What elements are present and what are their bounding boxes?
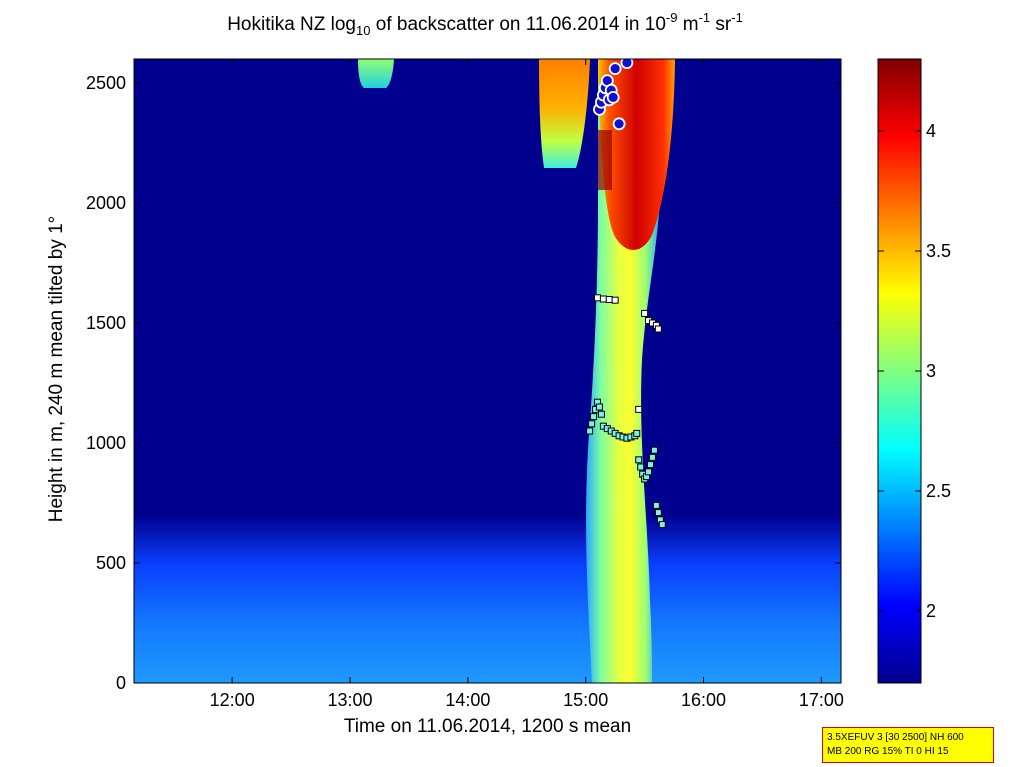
marker-white-square xyxy=(599,295,607,303)
x-axis-label: Time on 11.06.2014, 1200 s mean xyxy=(343,716,632,737)
colorbar-tick-label: 4 xyxy=(926,121,936,141)
boundary-layer-region xyxy=(134,515,841,683)
y-tick-label: 1500 xyxy=(86,313,126,333)
marker-cyan-square xyxy=(637,463,645,471)
plot-frame xyxy=(133,58,842,684)
info-line-1: 3.5XEFUV 3 [30 2500] NH 600 xyxy=(827,732,964,743)
colorbar-axis: 2 2.5 3 3.5 4 xyxy=(878,121,951,621)
colorbar-tick-label: 2.5 xyxy=(926,481,951,501)
x-tick-label: 16:00 xyxy=(681,690,726,710)
y-tick-label: 500 xyxy=(96,553,126,573)
colorbar xyxy=(877,58,922,684)
marker-cyan-square xyxy=(648,453,656,461)
marker-circle xyxy=(612,117,626,131)
marker-white-square xyxy=(654,325,662,333)
left-upper-patch-region xyxy=(539,59,590,168)
x-axis: 12:00 13:00 14:00 15:00 16:00 17:00 xyxy=(210,59,844,710)
marker-white-square xyxy=(635,405,643,413)
x-tick-label: 14:00 xyxy=(445,690,490,710)
x-tick-label: 15:00 xyxy=(563,690,608,710)
x-tick-label: 12:00 xyxy=(210,690,255,710)
marker-cyan-square xyxy=(595,403,603,411)
marker-layer xyxy=(586,59,666,529)
chart-title: Hokitika NZ log10 of backscatter on 11.0… xyxy=(227,10,743,38)
marker-cyan-square xyxy=(650,446,658,454)
marker-circle xyxy=(620,59,634,69)
colorbar-tick-label: 2 xyxy=(926,601,936,621)
marker-white-square xyxy=(605,295,613,303)
marker-cyan-square xyxy=(597,410,605,418)
marker-cyan-square xyxy=(654,509,662,517)
y-tick-label: 1000 xyxy=(86,433,126,453)
marker-cyan-square xyxy=(645,468,653,476)
info-box: 3.5XEFUV 3 [30 2500] NH 600 MB 200 RG 15… xyxy=(822,727,994,763)
marker-cyan-square xyxy=(633,429,641,437)
marker-cyan-square xyxy=(647,461,655,469)
y-tick-label: 2000 xyxy=(86,193,126,213)
y-tick-label: 0 xyxy=(116,673,126,693)
upper-plume-core-region xyxy=(598,59,675,250)
marker-circle xyxy=(606,91,620,104)
x-tick-label: 13:00 xyxy=(328,690,373,710)
marker-cyan-square xyxy=(590,413,598,421)
marker-cyan-square xyxy=(588,420,596,428)
colorbar-tick-label: 3.5 xyxy=(926,241,951,261)
dark-core-streak xyxy=(598,130,612,190)
marker-white-square xyxy=(641,309,649,317)
marker-white-square xyxy=(611,296,619,304)
marker-white-square xyxy=(593,294,601,302)
marker-cyan-square xyxy=(658,521,666,529)
marker-cyan-square xyxy=(635,456,643,464)
colorbar-tick-label: 3 xyxy=(926,361,936,381)
y-tick-label: 2500 xyxy=(86,73,126,93)
info-line-2: MB 200 RG 15% TI 0 HI 15 xyxy=(827,746,949,757)
marker-cyan-square xyxy=(586,427,594,435)
y-axis-label: Height in m, 240 m mean tilted by 1° xyxy=(46,215,67,523)
small-cloud-region xyxy=(358,59,394,88)
x-tick-label: 17:00 xyxy=(799,690,844,710)
marker-cyan-square xyxy=(652,501,660,509)
plot-area xyxy=(134,59,841,683)
y-axis: 0 500 1000 1500 2000 2500 xyxy=(86,73,841,693)
marker-circle xyxy=(608,62,622,75)
